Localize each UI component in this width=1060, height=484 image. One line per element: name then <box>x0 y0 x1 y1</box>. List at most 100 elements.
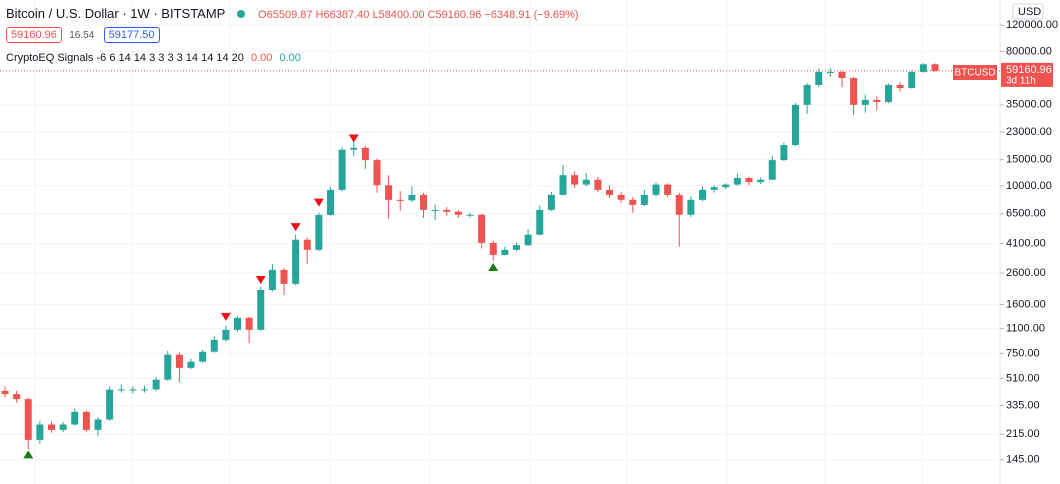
candle-body <box>722 184 730 188</box>
candle-body <box>617 194 625 200</box>
candle-body <box>501 249 509 255</box>
sell-signal <box>348 134 359 143</box>
candle-body <box>640 194 648 205</box>
candle-body <box>327 189 334 215</box>
sell-signal <box>220 312 231 321</box>
candle-body <box>13 394 21 400</box>
y-tick-label: 80000.00 <box>1006 45 1052 57</box>
currency-button[interactable] <box>1012 3 1044 20</box>
y-tick-label: 23000.00 <box>1006 126 1052 138</box>
candle-body <box>199 351 207 362</box>
candle-body <box>489 242 497 255</box>
ask[interactable]: 59177.50 <box>103 27 160 43</box>
y-tick-label: 15000.00 <box>1006 154 1052 166</box>
indicator-value: 0.00 <box>279 52 301 64</box>
candle-body <box>478 214 486 243</box>
ohlc-change: −6348.91 (−9.69%) <box>484 9 579 21</box>
symbol-title: Bitcoin / U.S. Dollar · 1W · BITSTAMP <box>6 6 226 21</box>
candle-body <box>292 239 300 284</box>
candle-body <box>164 354 172 380</box>
candle-body <box>396 199 404 201</box>
symbol-label: BTCUSD <box>954 68 995 79</box>
candle-body <box>606 189 613 195</box>
candle-body <box>710 187 718 190</box>
candle-body <box>187 361 195 368</box>
candle-body <box>757 179 765 183</box>
y-tick-label: 1600.00 <box>1006 298 1046 310</box>
candle-body <box>664 184 672 195</box>
y-tick-label: 510.00 <box>1006 372 1040 384</box>
candle-body <box>280 269 288 284</box>
candle-body <box>59 424 67 430</box>
candle-body <box>257 289 265 330</box>
y-tick-label: 215.00 <box>1006 428 1040 440</box>
candle-body <box>850 78 858 105</box>
candle-body <box>826 71 834 73</box>
candle-body <box>745 177 753 183</box>
sell-signal <box>313 198 324 207</box>
candle-body <box>571 175 579 185</box>
indicator-params: -6 6 14 14 3 3 3 3 14 14 14 20 <box>96 52 244 64</box>
candle-body <box>908 71 916 89</box>
indicator-row: CryptoEQ Signals -6 6 14 14 3 3 3 3 14 1… <box>6 52 301 64</box>
candle-body <box>896 84 904 89</box>
indicator-value: 0.00 <box>250 52 273 64</box>
candle-body <box>152 379 160 390</box>
candle-body <box>768 160 776 180</box>
candle-body <box>454 211 462 215</box>
candle-body <box>815 71 823 85</box>
candle-body <box>350 147 358 150</box>
candle-body <box>24 399 32 440</box>
ohlc-open: O65509.87 <box>258 9 313 21</box>
candle-body <box>303 239 311 250</box>
candle-body <box>385 185 393 200</box>
spread: 16.54 <box>69 30 95 41</box>
candle-body <box>861 99 869 105</box>
candle-body <box>547 194 555 210</box>
y-tick-label: 750.00 <box>1006 347 1040 359</box>
y-tick-label: 6500.00 <box>1006 208 1046 220</box>
candle-body <box>803 84 811 105</box>
candle-body <box>582 179 590 185</box>
bid[interactable]: 59160.96 <box>6 27 62 43</box>
candle-body <box>931 64 939 71</box>
symbol-tag <box>953 65 997 80</box>
y-tick-label: 4100.00 <box>1006 237 1046 249</box>
candle-body <box>629 199 637 205</box>
candle-body <box>48 424 55 430</box>
candle-body <box>361 147 369 161</box>
candle-body <box>919 64 927 72</box>
candle-body <box>687 199 695 215</box>
countdown-label: 3d 11h <box>1006 76 1036 87</box>
candle-body <box>594 179 602 190</box>
y-tick-label: 2600.00 <box>1006 267 1046 279</box>
ohlc: O65509.87 H66387.40 L58400.00 C59160.96 … <box>258 9 579 21</box>
candle-body <box>129 389 137 391</box>
candle-body <box>652 184 660 195</box>
candle-body <box>117 389 125 391</box>
y-tick-label: 335.00 <box>1006 399 1040 411</box>
candle-body <box>733 177 741 185</box>
legend-title-row: Bitcoin / U.S. Dollar · 1W · BITSTAMP O6… <box>6 6 579 21</box>
candle-body <box>885 84 892 102</box>
candle-body <box>141 389 148 391</box>
last-price-tag <box>1001 62 1053 87</box>
last-price-label: 59160.96 <box>1006 64 1052 76</box>
candle-body <box>338 149 346 190</box>
quote-row: 59160.96 16.54 59177.50 <box>6 27 164 43</box>
candle-body <box>792 104 799 146</box>
candle-body <box>513 245 520 250</box>
buy-signal <box>23 450 34 459</box>
ohlc-low: L58400.00 <box>372 9 425 21</box>
candle-body <box>222 329 230 340</box>
candle-body <box>420 194 427 210</box>
candle-body <box>443 209 451 212</box>
sell-signal <box>290 223 301 232</box>
ohlc-high: H66387.40 <box>315 9 370 21</box>
candle-body <box>431 209 439 211</box>
candle-body <box>175 354 183 368</box>
candle-body <box>466 214 474 216</box>
candle-body <box>675 194 683 215</box>
